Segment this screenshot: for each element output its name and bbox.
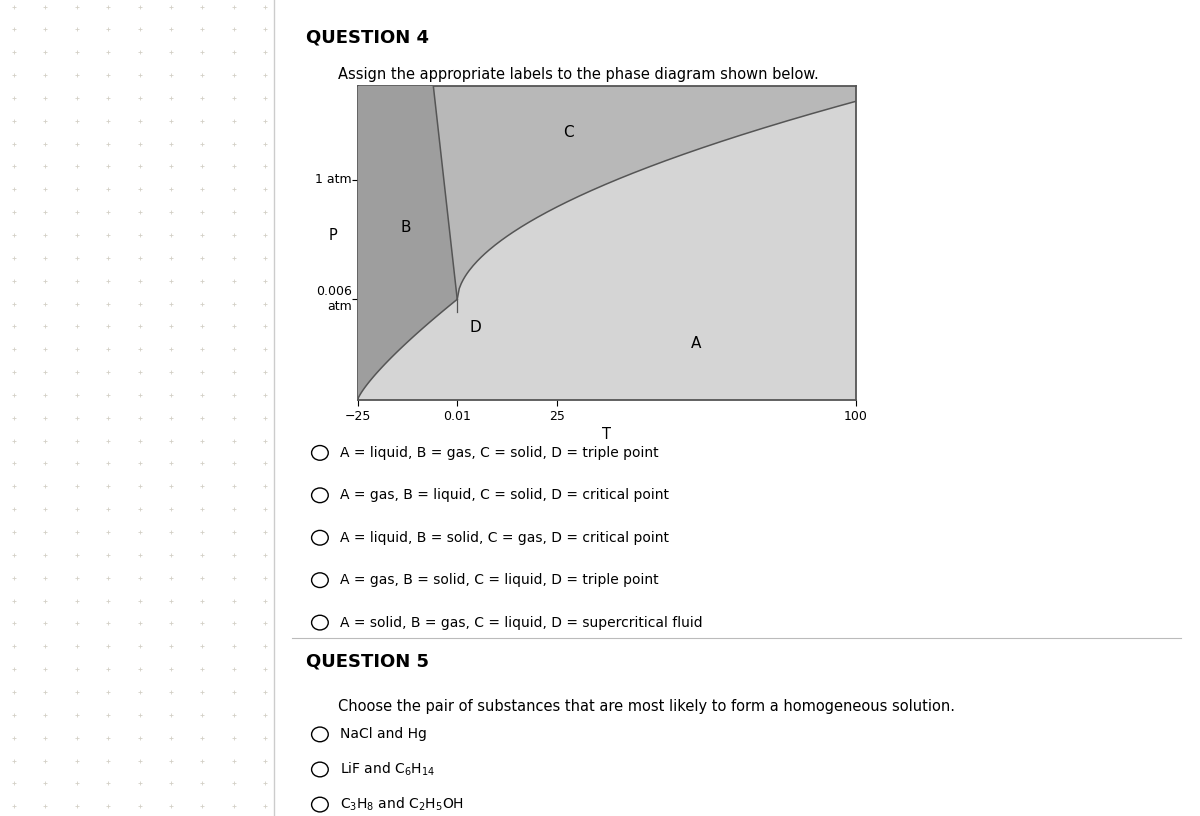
Polygon shape <box>358 86 457 400</box>
Text: NaCl and Hg: NaCl and Hg <box>341 727 427 742</box>
Text: B: B <box>400 220 410 234</box>
Text: A = gas, B = solid, C = liquid, D = triple point: A = gas, B = solid, C = liquid, D = trip… <box>341 573 659 588</box>
Text: QUESTION 4: QUESTION 4 <box>306 29 430 47</box>
Text: LiF and C$_6$H$_{14}$: LiF and C$_6$H$_{14}$ <box>341 761 436 778</box>
Text: A = liquid, B = gas, C = solid, D = triple point: A = liquid, B = gas, C = solid, D = trip… <box>341 446 659 460</box>
Text: A = gas, B = liquid, C = solid, D = critical point: A = gas, B = liquid, C = solid, D = crit… <box>341 488 670 503</box>
X-axis label: T: T <box>602 428 611 442</box>
Text: 1 atm: 1 atm <box>314 174 352 186</box>
Y-axis label: P: P <box>329 228 337 243</box>
Text: 0.006
atm: 0.006 atm <box>316 286 352 313</box>
Text: Choose the pair of substances that are most likely to form a homogeneous solutio: Choose the pair of substances that are m… <box>338 699 955 714</box>
Text: A = solid, B = gas, C = liquid, D = supercritical fluid: A = solid, B = gas, C = liquid, D = supe… <box>341 615 703 630</box>
Polygon shape <box>433 86 856 299</box>
Text: QUESTION 5: QUESTION 5 <box>306 653 430 671</box>
Text: A: A <box>691 336 702 351</box>
Text: Assign the appropriate labels to the phase diagram shown below.: Assign the appropriate labels to the pha… <box>338 67 820 82</box>
Text: C$_3$H$_8$ and C$_2$H$_5$OH: C$_3$H$_8$ and C$_2$H$_5$OH <box>341 796 464 814</box>
Text: C: C <box>564 126 574 140</box>
Text: D: D <box>469 320 481 335</box>
Text: A = liquid, B = solid, C = gas, D = critical point: A = liquid, B = solid, C = gas, D = crit… <box>341 530 670 545</box>
